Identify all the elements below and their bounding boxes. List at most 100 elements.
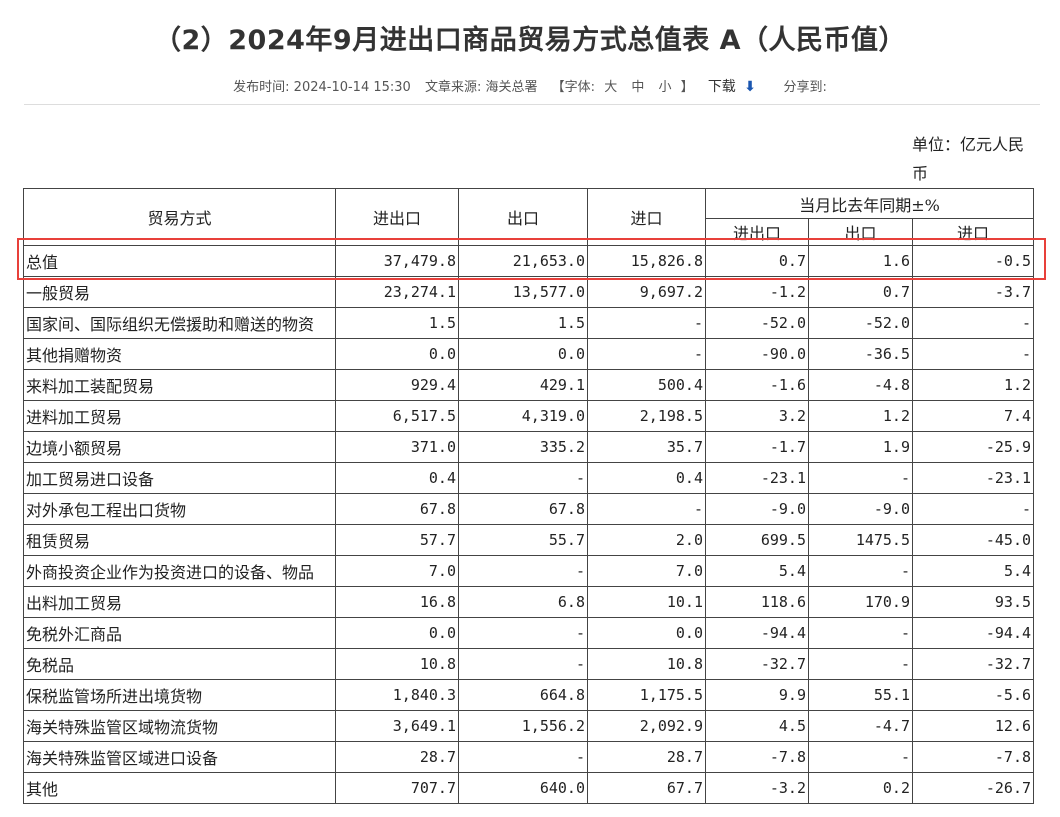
cell-total: 707.7 xyxy=(335,772,459,804)
table-row: 进料加工贸易 6,517.5 4,319.0 2,198.5 3.2 1.2 7.4 xyxy=(23,400,1035,432)
cell-trade-mode: 一般贸易 xyxy=(23,276,336,308)
cell-export: 1,556.2 xyxy=(458,710,588,742)
cell-export: 1.5 xyxy=(458,307,588,339)
table-row: 其他 707.7 640.0 67.7 -3.2 0.2 -26.7 xyxy=(23,772,1035,804)
cell-yoy-total: -7.8 xyxy=(705,741,809,773)
table-row: 国家间、国际组织无偿援助和赠送的物资 1.5 1.5- -52.0 -52.0- xyxy=(23,307,1035,339)
cell-import: 0.4 xyxy=(587,462,706,494)
cell-export: 13,577.0 xyxy=(458,276,588,308)
cell-export: - xyxy=(458,555,588,587)
cell-trade-mode: 国家间、国际组织无偿援助和赠送的物资 xyxy=(23,307,336,339)
cell-trade-mode: 其他 xyxy=(23,772,336,804)
header-import: 进口 xyxy=(587,188,706,246)
header-yoy-import: 进口 xyxy=(911,218,1035,246)
download-button[interactable]: 下载 ⬇ xyxy=(708,79,761,95)
cell-yoy-total: -94.4 xyxy=(705,617,809,649)
cell-trade-mode: 租赁贸易 xyxy=(23,524,336,556)
cell-import: 28.7 xyxy=(587,741,706,773)
cell-export: 4,319.0 xyxy=(458,400,588,432)
cell-import: 67.7 xyxy=(587,772,706,804)
table-row: 其他捐赠物资 0.0 0.0- -90.0 -36.5- xyxy=(23,338,1035,370)
cell-yoy-export: - xyxy=(808,462,913,494)
cell-yoy-export: 1.6 xyxy=(808,245,913,277)
cell-yoy-export: 0.7 xyxy=(808,276,913,308)
cell-yoy-import: -94.4 xyxy=(911,617,1035,649)
cell-total: 37,479.8 xyxy=(335,245,459,277)
cell-trade-mode: 进料加工贸易 xyxy=(23,400,336,432)
cell-yoy-export: -4.8 xyxy=(808,369,913,401)
font-size-selector: 【字体: 大 中 小 】 xyxy=(552,80,698,95)
cell-trade-mode: 边境小额贸易 xyxy=(23,431,336,463)
cell-export: 67.8 xyxy=(458,493,588,525)
cell-yoy-total: -23.1 xyxy=(705,462,809,494)
cell-import: - xyxy=(587,493,706,525)
font-size-small[interactable]: 小 xyxy=(658,80,672,95)
download-arrow-icon: ⬇ xyxy=(744,79,756,95)
cell-export: 21,653.0 xyxy=(458,245,588,277)
share-label: 分享到: xyxy=(783,80,827,95)
table-row: 一般贸易 23,274.1 13,577.0 9,697.2 -1.2 0.7 -3.7 xyxy=(23,276,1035,308)
cell-export: 55.7 xyxy=(458,524,588,556)
cell-yoy-export: 0.2 xyxy=(808,772,913,804)
cell-trade-mode: 保税监管场所进出境货物 xyxy=(23,679,336,711)
cell-yoy-export: 170.9 xyxy=(808,586,913,618)
cell-export: 429.1 xyxy=(458,369,588,401)
cell-yoy-import: -45.0 xyxy=(911,524,1035,556)
font-size-open: 【字体: xyxy=(551,80,596,95)
cell-yoy-export: 55.1 xyxy=(808,679,913,711)
cell-trade-mode: 海关特殊监管区域物流货物 xyxy=(23,710,336,742)
font-size-close: 】 xyxy=(680,80,694,95)
cell-trade-mode: 海关特殊监管区域进口设备 xyxy=(23,741,336,773)
cell-yoy-total: -1.6 xyxy=(705,369,809,401)
cell-total: 7.0 xyxy=(335,555,459,587)
cell-yoy-total: -1.2 xyxy=(705,276,809,308)
cell-trade-mode: 其他捐赠物资 xyxy=(23,338,336,370)
publish-time: 发布时间: 2024-10-14 15:30 xyxy=(233,80,411,95)
cell-total: 67.8 xyxy=(335,493,459,525)
cell-export: - xyxy=(458,741,588,773)
cell-trade-mode: 出料加工贸易 xyxy=(23,586,336,618)
cell-yoy-total: -3.2 xyxy=(705,772,809,804)
cell-import: 1,175.5 xyxy=(587,679,706,711)
cell-import: 9,697.2 xyxy=(587,276,706,308)
cell-yoy-import: -26.7 xyxy=(911,772,1035,804)
header-divider xyxy=(24,104,1040,105)
cell-yoy-import: -5.6 xyxy=(911,679,1035,711)
cell-export: 640.0 xyxy=(458,772,588,804)
cell-import: 500.4 xyxy=(587,369,706,401)
cell-yoy-total: 9.9 xyxy=(705,679,809,711)
cell-import: 10.8 xyxy=(587,648,706,680)
cell-yoy-import: -32.7 xyxy=(911,648,1035,680)
cell-yoy-import: - xyxy=(911,307,1035,339)
header-trade-mode: 贸易方式 xyxy=(23,188,336,246)
table-row: 外商投资企业作为投资进口的设备、物品 7.0-7.0 5.4-5.4 xyxy=(23,555,1035,587)
cell-yoy-total: -9.0 xyxy=(705,493,809,525)
table-row: 免税外汇商品 0.0-0.0 -94.4- -94.4 xyxy=(23,617,1035,649)
cell-yoy-export: 1.2 xyxy=(808,400,913,432)
cell-trade-mode: 免税品 xyxy=(23,648,336,680)
cell-yoy-export: 1475.5 xyxy=(808,524,913,556)
cell-yoy-total: 3.2 xyxy=(705,400,809,432)
cell-export: - xyxy=(458,617,588,649)
cell-total: 0.4 xyxy=(335,462,459,494)
font-size-medium[interactable]: 中 xyxy=(631,80,645,95)
cell-trade-mode: 加工贸易进口设备 xyxy=(23,462,336,494)
table-row: 免税品 10.8-10.8 -32.7- -32.7 xyxy=(23,648,1035,680)
cell-yoy-import: 1.2 xyxy=(911,369,1035,401)
table-body: 总值 37,479.8 21,653.0 15,826.8 0.7 1.6 -0.5 一般贸易… xyxy=(23,245,1035,804)
font-size-large[interactable]: 大 xyxy=(604,80,618,95)
cell-yoy-total: -90.0 xyxy=(705,338,809,370)
trade-mode-table: 贸易方式 进出口 出口 进口 当月比去年同期±% 进出口 出口 进口 总值 37,… xyxy=(23,188,1035,804)
cell-export: 6.8 xyxy=(458,586,588,618)
cell-yoy-import: 12.6 xyxy=(911,710,1035,742)
cell-yoy-total: 118.6 xyxy=(705,586,809,618)
table-row: 保税监管场所进出境货物 1,840.3 664.8 1,175.5 9.9 55.1 -5.… xyxy=(23,679,1035,711)
unit-label: 单位：亿元人民币 xyxy=(912,135,1025,183)
table-row: 对外承包工程出口货物 67.8 67.8- -9.0 -9.0- xyxy=(23,493,1035,525)
cell-yoy-import: - xyxy=(911,338,1035,370)
cell-total: 16.8 xyxy=(335,586,459,618)
cell-yoy-total: -1.7 xyxy=(705,431,809,463)
cell-total: 3,649.1 xyxy=(335,710,459,742)
cell-yoy-total: -32.7 xyxy=(705,648,809,680)
cell-yoy-total: 0.7 xyxy=(705,245,809,277)
